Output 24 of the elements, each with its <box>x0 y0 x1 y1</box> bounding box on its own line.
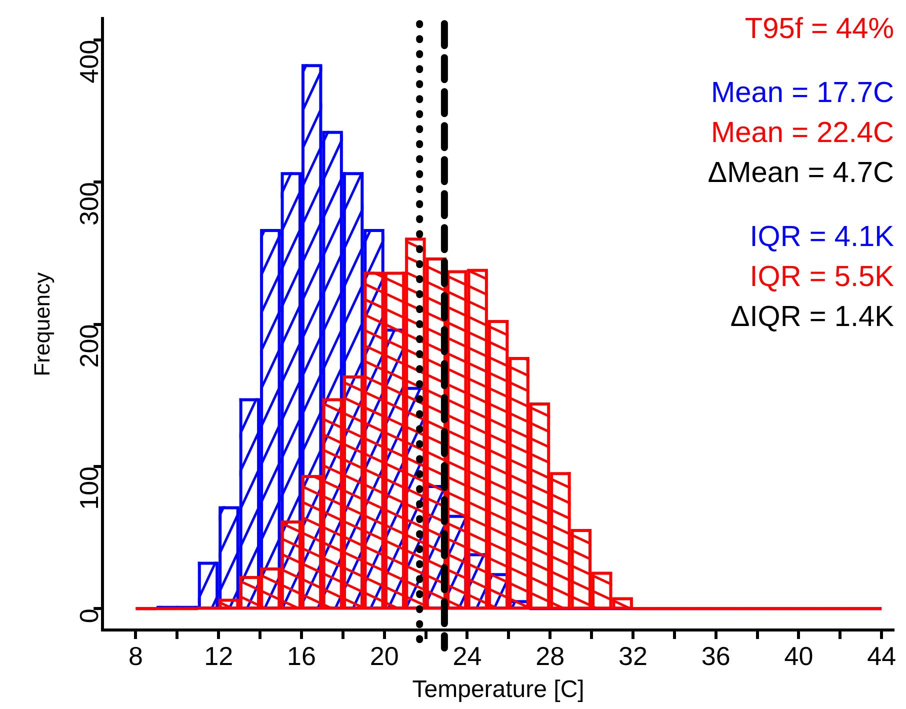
y-tick-label: 300 <box>74 182 104 226</box>
annotation: ΔIQR = 1.4K <box>730 301 895 333</box>
annotation: Mean = 22.4C <box>711 117 894 149</box>
x-tick-label: 16 <box>287 640 316 671</box>
x-tick-label: 40 <box>784 640 814 671</box>
x-tick-label: 32 <box>618 640 648 671</box>
x-axis-title: Temperature [C] <box>412 676 584 704</box>
x-tick-label: 20 <box>370 640 399 671</box>
annotation: Mean = 17.7C <box>711 77 894 109</box>
x-tick-label: 28 <box>536 640 565 671</box>
annotation: ΔMean = 4.7C <box>708 157 894 189</box>
annotation: T95f = 44% <box>744 13 894 45</box>
annotation: IQR = 5.5K <box>750 261 895 293</box>
x-tick-label: 36 <box>701 640 730 671</box>
x-tick-label: 12 <box>204 640 234 671</box>
x-tick-label: 8 <box>128 640 143 671</box>
y-axis-title: Frequency <box>29 272 54 376</box>
annotation: IQR = 4.1K <box>750 221 895 253</box>
x-tick-label: 24 <box>452 640 482 671</box>
y-tick-label: 100 <box>74 466 104 510</box>
y-tick-label: 200 <box>74 324 104 368</box>
y-tick-label: 400 <box>74 40 104 84</box>
y-tick-label: 0 <box>74 608 104 624</box>
x-tick-label: 44 <box>867 640 896 671</box>
